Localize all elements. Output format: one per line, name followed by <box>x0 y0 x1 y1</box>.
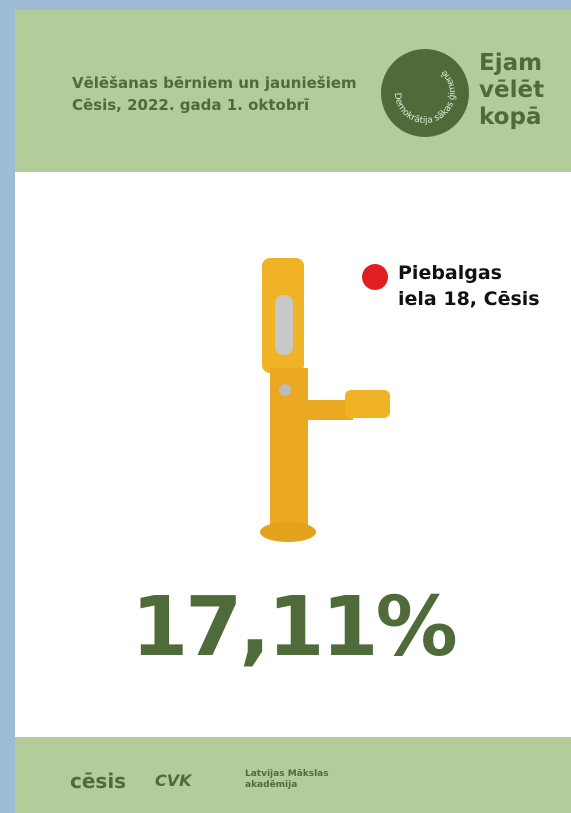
logo-words: Ejam vēlēt kopā <box>479 50 544 131</box>
fountain <box>250 250 410 550</box>
title-line: Vēlēšanas bērniem un jauniešiem <box>72 72 357 94</box>
footer: cēsis CVK Latvijas Mākslas akadēmija <box>15 737 571 813</box>
academy-line: Latvijas Mākslas <box>245 769 329 780</box>
header-title: Vēlēšanas bērniem un jauniešiem Cēsis, 2… <box>72 72 357 116</box>
academy-line: akadēmija <box>245 780 329 791</box>
logo-cvk: CVK <box>155 771 192 790</box>
logo-academy: Latvijas Mākslas akadēmija <box>245 769 329 791</box>
page: Vēlēšanas bērniem un jauniešiem Cēsis, 2… <box>0 0 571 813</box>
poster: Vēlēšanas bērniem un jauniešiem Cēsis, 2… <box>15 10 571 813</box>
result: 17,11% <box>15 580 571 675</box>
logo-circle: Demokrātija sākas ģimenē <box>380 48 470 138</box>
location-line: iela 18, Cēsis <box>398 286 540 312</box>
header: Vēlēšanas bērniem un jauniešiem Cēsis, 2… <box>15 10 571 172</box>
location-dot <box>360 262 390 292</box>
title-line: Cēsis, 2022. gada 1. oktobrī <box>72 94 357 116</box>
location: Piebalgas iela 18, Cēsis <box>398 260 540 312</box>
logo-word: kopā <box>479 104 544 131</box>
logo-cesis: cēsis <box>70 769 126 793</box>
logo-word: vēlēt <box>479 77 544 104</box>
location-line: Piebalgas <box>398 260 540 286</box>
logo-word: Ejam <box>479 50 544 77</box>
